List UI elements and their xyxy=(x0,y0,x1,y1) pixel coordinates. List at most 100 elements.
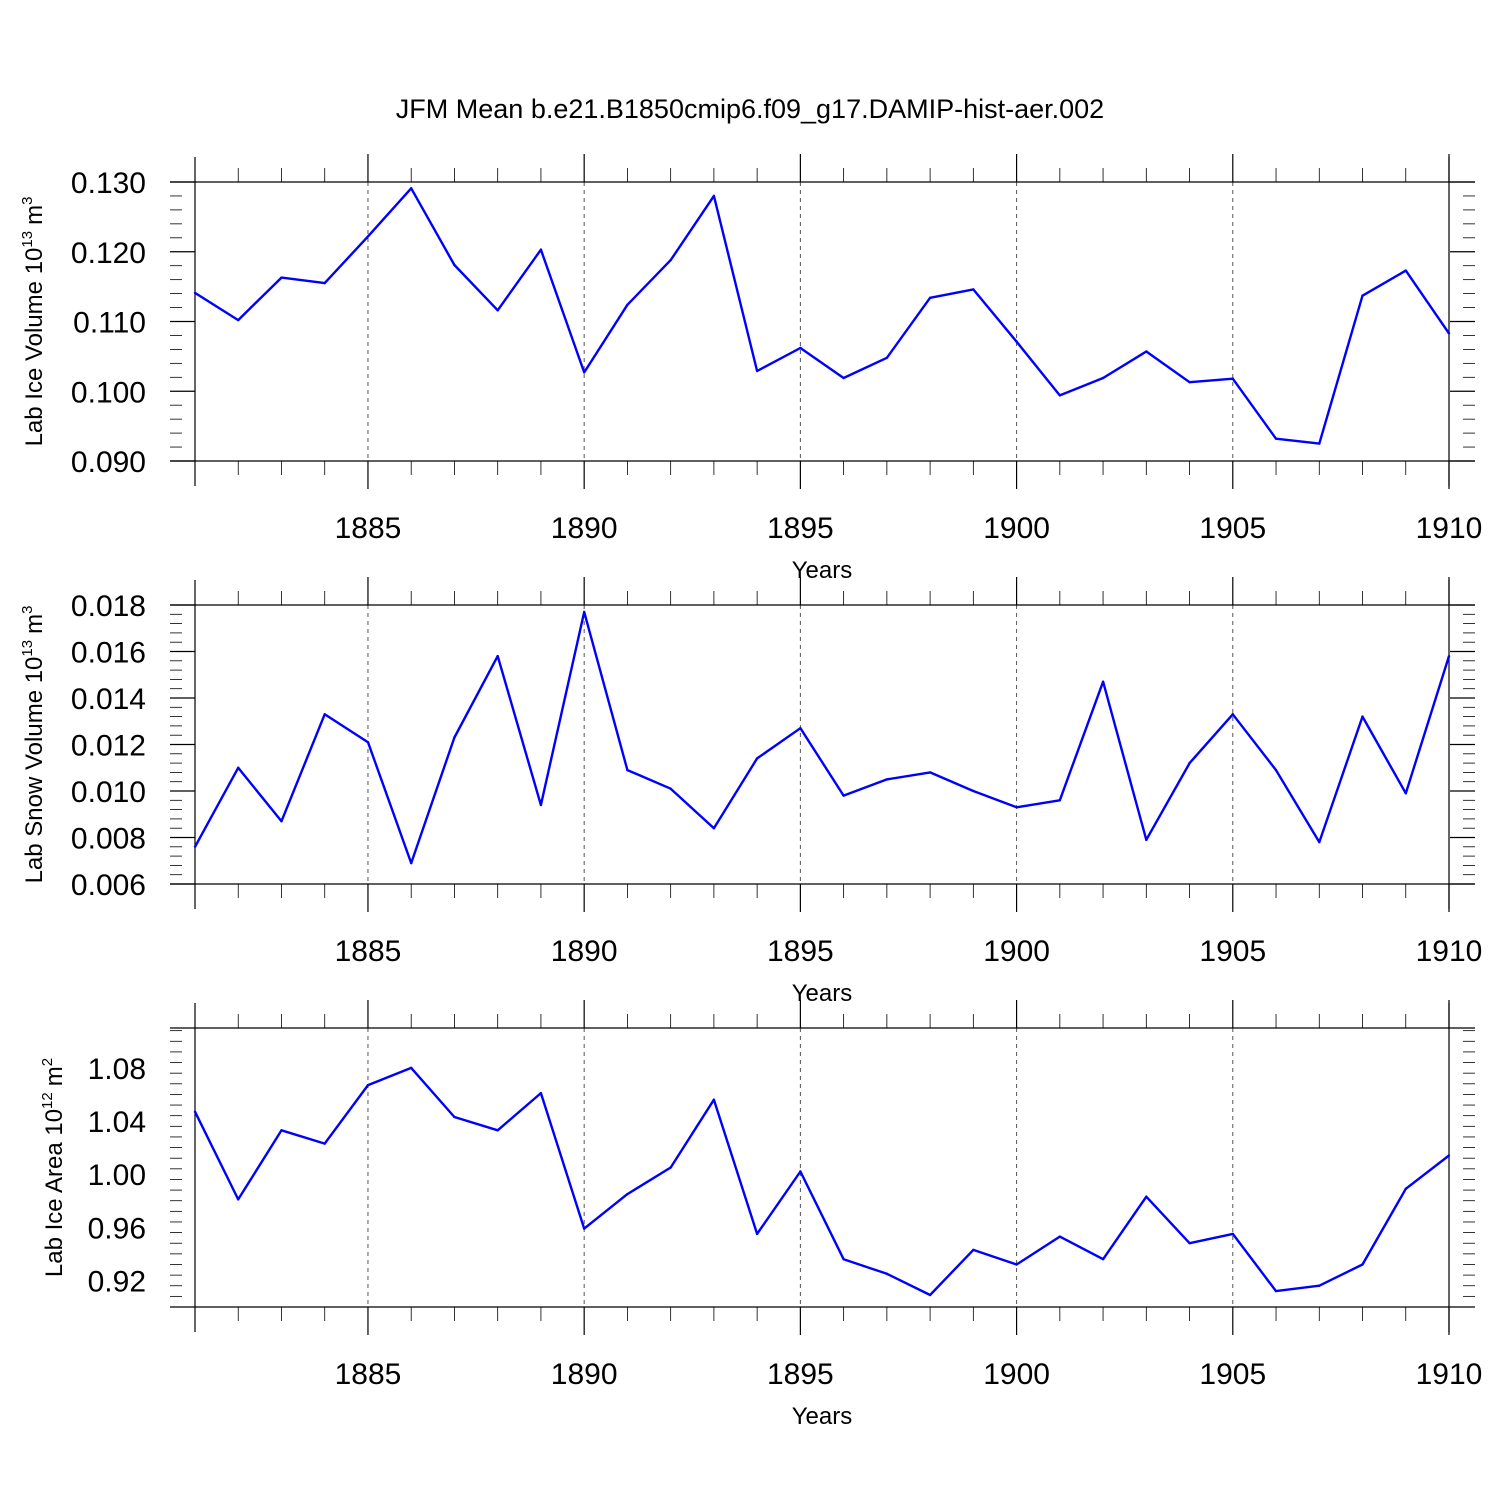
y-axis-label-exponent: 13 xyxy=(19,640,36,657)
data-point xyxy=(1361,1263,1364,1266)
data-point xyxy=(410,1066,413,1070)
data-point xyxy=(1274,768,1278,772)
data-point xyxy=(972,288,975,291)
y-tick-label: 0.014 xyxy=(71,683,146,716)
x-tick-label: 1910 xyxy=(1416,1358,1483,1391)
data-point xyxy=(799,727,802,730)
panels: 1885 1890 1895 1900 1905 1910 Years 0.090 0.100 0… xyxy=(19,154,1482,1430)
data-point xyxy=(1101,680,1105,683)
data-point xyxy=(712,1098,716,1101)
data-point xyxy=(626,768,629,772)
y-axis-label-unit: m xyxy=(21,614,48,634)
data-point xyxy=(1188,1242,1191,1245)
data-point xyxy=(1231,377,1234,380)
data-point xyxy=(582,1227,586,1230)
data-point xyxy=(842,794,845,797)
y-tick-label: 0.006 xyxy=(71,869,146,902)
x-tick-label: 1895 xyxy=(767,935,834,968)
y-tick-label: 0.012 xyxy=(71,730,146,763)
data-point xyxy=(323,281,326,285)
data-point xyxy=(496,1129,499,1132)
x-tick-label: 1905 xyxy=(1199,512,1266,545)
y-axis-label-unit: m xyxy=(21,205,48,225)
data-point xyxy=(582,610,586,614)
x-tick-label: 1885 xyxy=(335,935,402,968)
y-tick-label: 0.008 xyxy=(71,823,146,856)
data-point xyxy=(1101,376,1105,380)
data-point xyxy=(539,248,543,251)
y-tick-label: 0.016 xyxy=(71,637,146,670)
data-point xyxy=(626,303,629,306)
data-point xyxy=(539,803,543,807)
data-point xyxy=(885,356,889,359)
data-point xyxy=(712,194,716,198)
y-axis-label-main: Lab Snow Volume 10 xyxy=(21,657,48,884)
data-point xyxy=(1015,806,1018,809)
data-point xyxy=(237,1198,240,1201)
y-axis-label: Lab Ice Area 1012 m2 xyxy=(39,1058,68,1277)
data-point xyxy=(1188,761,1191,765)
x-tick-label: 1900 xyxy=(983,935,1050,968)
data-point xyxy=(1015,340,1018,343)
data-point xyxy=(193,845,197,848)
chart-title: JFM Mean b.e21.B1850cmip6.f09_g17.DAMIP-… xyxy=(396,94,1104,124)
data-point xyxy=(1404,269,1407,272)
panel-2: 1885 1890 1895 1900 1905 1910 Years 0.006 0.008 0… xyxy=(19,577,1482,1007)
y-tick-label: 1.00 xyxy=(88,1159,146,1192)
data-point xyxy=(193,1110,197,1113)
data-point xyxy=(1015,1263,1018,1266)
y-axis-label: Lab Snow Volume 1013 m3 xyxy=(19,606,48,884)
data-point xyxy=(669,787,672,790)
data-point xyxy=(799,1170,802,1173)
data-point xyxy=(496,654,499,658)
y-axis-label-unit-exponent: 3 xyxy=(19,197,36,205)
data-point xyxy=(1447,1154,1451,1157)
x-axis-label: Years xyxy=(792,980,853,1007)
data-point xyxy=(1404,1187,1407,1190)
x-tick-label: 1900 xyxy=(983,512,1050,545)
data-point xyxy=(712,827,716,830)
data-point xyxy=(928,771,932,774)
x-tick-label: 1890 xyxy=(551,1358,618,1391)
data-point xyxy=(280,276,283,279)
data-point xyxy=(842,376,845,380)
x-tick-label: 1895 xyxy=(767,512,834,545)
data-point xyxy=(1145,1195,1148,1198)
x-tick-label: 1905 xyxy=(1199,935,1266,968)
data-point xyxy=(366,1083,370,1087)
x-tick-label: 1910 xyxy=(1416,935,1483,968)
y-tick-label: 0.96 xyxy=(88,1212,146,1245)
data-point xyxy=(885,1272,889,1275)
data-point xyxy=(453,263,456,267)
panel-3: 1885 1890 1895 1900 1905 1910 Years 0.92 0.96 1.0… xyxy=(39,1000,1482,1430)
data-point xyxy=(972,789,975,793)
x-axis-label: Years xyxy=(792,557,853,584)
data-point xyxy=(1274,1289,1278,1293)
data-point xyxy=(1058,799,1062,802)
x-axis-label: Years xyxy=(792,1403,853,1430)
y-tick-label: 0.92 xyxy=(88,1265,146,1298)
y-tick-label: 0.100 xyxy=(71,376,146,409)
data-point xyxy=(193,291,197,295)
data-point xyxy=(1318,442,1321,445)
series-line xyxy=(193,610,1451,865)
y-axis-label-main: Lab Ice Area 10 xyxy=(41,1109,68,1277)
data-point xyxy=(928,1293,932,1297)
x-tick-label: 1910 xyxy=(1416,512,1483,545)
y-tick-label: 0.120 xyxy=(71,237,146,270)
data-point xyxy=(237,766,240,769)
data-point xyxy=(1145,350,1148,353)
y-axis-label-main: Lab Ice Volume 10 xyxy=(21,248,48,447)
x-tick-label: 1900 xyxy=(983,1358,1050,1391)
data-point xyxy=(1145,838,1148,842)
data-point xyxy=(366,740,370,744)
data-point xyxy=(410,187,413,190)
series-line xyxy=(194,187,1450,445)
data-point xyxy=(237,318,240,322)
x-tick-label: 1905 xyxy=(1199,1358,1266,1391)
data-point xyxy=(626,1192,629,1196)
x-tick-label: 1885 xyxy=(335,1358,402,1391)
series-line xyxy=(193,1066,1450,1297)
x-tick-label: 1885 xyxy=(335,512,402,545)
